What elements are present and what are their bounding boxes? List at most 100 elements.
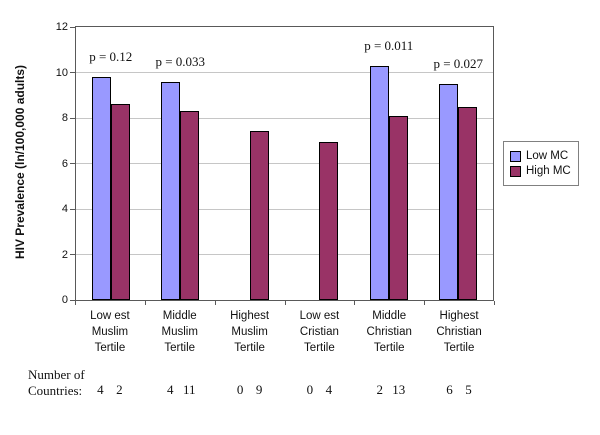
y-tick-mark-8 <box>70 117 75 119</box>
counts-label-line2: Countries: <box>28 383 83 398</box>
p-value-group-2: p = 0.033 <box>155 53 206 69</box>
bar-group-2 <box>146 27 216 300</box>
y-tick-label-2: 2 <box>61 248 68 261</box>
y-tick-label-4: 4 <box>61 203 68 215</box>
count-group-4-low: 0 <box>306 382 314 397</box>
x-label-group-5-line-2: Christian <box>366 326 412 338</box>
x-label-group-2-line-3: Tertile <box>164 342 196 354</box>
x-label-group-6: Highest Christian Tertile <box>424 308 494 356</box>
bar-high-mc-group-6 <box>458 106 478 300</box>
y-tick-label-6: 6 <box>61 157 68 170</box>
gridline-8 <box>76 117 493 119</box>
bar-low-mc-group-1 <box>91 77 111 300</box>
x-tick-mark-0 <box>75 301 76 305</box>
x-label-group-3-line-2: Muslim <box>231 326 268 338</box>
plot-area <box>75 26 494 301</box>
x-tick-mark-2 <box>215 301 216 305</box>
x-label-group-2-line-2: Muslim <box>161 326 198 338</box>
x-tick-mark-5 <box>424 301 425 305</box>
x-label-group-1: Low est Muslim Tertile <box>75 308 145 356</box>
bar-high-mc-group-4 <box>319 141 339 300</box>
y-tick-mark-2 <box>70 254 75 255</box>
x-tick-mark-3 <box>285 301 286 305</box>
x-label-group-3: Highest Muslim Tertile <box>215 308 285 356</box>
y-tick-label-10: 10 <box>55 66 68 79</box>
x-label-group-4-line-1: Low est <box>299 310 340 322</box>
x-label-group-4: Low est Cristian Tertile <box>284 308 354 356</box>
counts-label: Number of Countries: <box>28 367 85 399</box>
x-label-group-4-line-3: Tertile <box>304 342 335 354</box>
y-tick-mark-6 <box>70 163 75 164</box>
x-tick-mark-6 <box>494 301 495 305</box>
y-tick-mark-10 <box>70 72 75 73</box>
count-group-6-high: 5 <box>465 382 472 397</box>
bar-group-1 <box>76 27 146 300</box>
p-value-group-6: p = 0.027 <box>433 55 484 71</box>
count-group-2-high: 11 <box>182 382 196 397</box>
x-label-group-2: Middle Muslim Tertile <box>145 308 215 356</box>
counts-group-5: 2 13 <box>354 382 424 398</box>
gridline-2 <box>76 254 493 255</box>
count-group-2-low: 4 <box>166 382 174 397</box>
count-group-5-high: 13 <box>392 382 406 397</box>
counts-group-2: 4 11 <box>145 382 215 398</box>
count-group-4-high: 4 <box>325 382 333 397</box>
y-tick-label-12: 12 <box>55 21 68 33</box>
p-value-group-1: p = 0.12 <box>89 49 133 65</box>
count-group-1-high: 2 <box>116 382 123 397</box>
bar-group-3 <box>215 27 285 300</box>
bar-high-mc-group-3 <box>249 130 269 300</box>
x-label-group-6-line-2: Christian <box>436 326 482 338</box>
count-group-3-high: 9 <box>255 382 263 397</box>
count-group-3-low: 0 <box>236 382 244 397</box>
bar-group-4 <box>285 27 355 300</box>
x-tick-mark-4 <box>354 301 355 305</box>
gridline-10 <box>76 72 493 73</box>
legend-label: Low MC <box>526 150 569 162</box>
bar-low-mc-group-6 <box>439 83 459 300</box>
bar-low-mc-group-5 <box>369 65 389 300</box>
bar-high-mc-group-5 <box>388 115 408 300</box>
x-label-group-5-line-3: Tertile <box>373 342 405 354</box>
x-label-group-4-line-2: Cristian <box>299 326 339 338</box>
x-label-group-1-line-2: Muslim <box>91 326 129 338</box>
gridline-6 <box>76 163 493 164</box>
x-label-group-3-line-1: Highest <box>230 310 270 322</box>
counts-row: 4 2 4 11 0 9 0 4 2 13 6 5 <box>75 382 494 398</box>
counts-label-line1: Number of <box>28 367 85 382</box>
x-label-group-5: Middle Christian Tertile <box>354 308 424 356</box>
legend-swatch-icon <box>510 150 521 162</box>
bar-group-5 <box>354 27 424 300</box>
bar-high-mc-group-2 <box>180 111 200 300</box>
x-label-group-1-line-1: Low est <box>90 310 130 322</box>
count-group-6-low: 6 <box>446 382 453 397</box>
legend-label: High MC <box>526 165 571 177</box>
legend: Low MC High MC <box>503 141 579 186</box>
x-label-group-5-line-1: Middle <box>372 310 407 322</box>
x-tick-mark-1 <box>145 301 146 305</box>
y-tick-mark-4 <box>70 208 75 210</box>
x-label-group-6-line-3: Tertile <box>443 342 475 354</box>
bar-low-mc-group-2 <box>161 81 181 300</box>
count-group-5-low: 2 <box>376 382 383 397</box>
x-label-group-1-line-3: Tertile <box>94 342 126 354</box>
gridline-4 <box>76 208 493 210</box>
p-value-group-5: p = 0.011 <box>364 37 414 53</box>
x-label-group-6-line-1: Highest <box>439 310 479 322</box>
y-tick-label-8: 8 <box>61 112 68 124</box>
legend-entry-high-mc: High MC <box>510 165 571 177</box>
y-tick-mark-0 <box>70 299 75 301</box>
bar-group-6 <box>424 27 494 300</box>
y-tick-label-0: 0 <box>61 294 68 306</box>
x-axis-labels: Low est Muslim Tertile Middle Muslim Tertile H… <box>75 308 494 356</box>
legend-entry-low-mc: Low MC <box>510 150 571 162</box>
y-axis-title: HIV Prevalence (ln/100,000 adults) <box>13 64 27 260</box>
count-group-1-low: 4 <box>97 382 104 397</box>
x-label-group-3-line-3: Tertile <box>234 342 265 354</box>
y-tick-mark-12 <box>70 26 75 28</box>
